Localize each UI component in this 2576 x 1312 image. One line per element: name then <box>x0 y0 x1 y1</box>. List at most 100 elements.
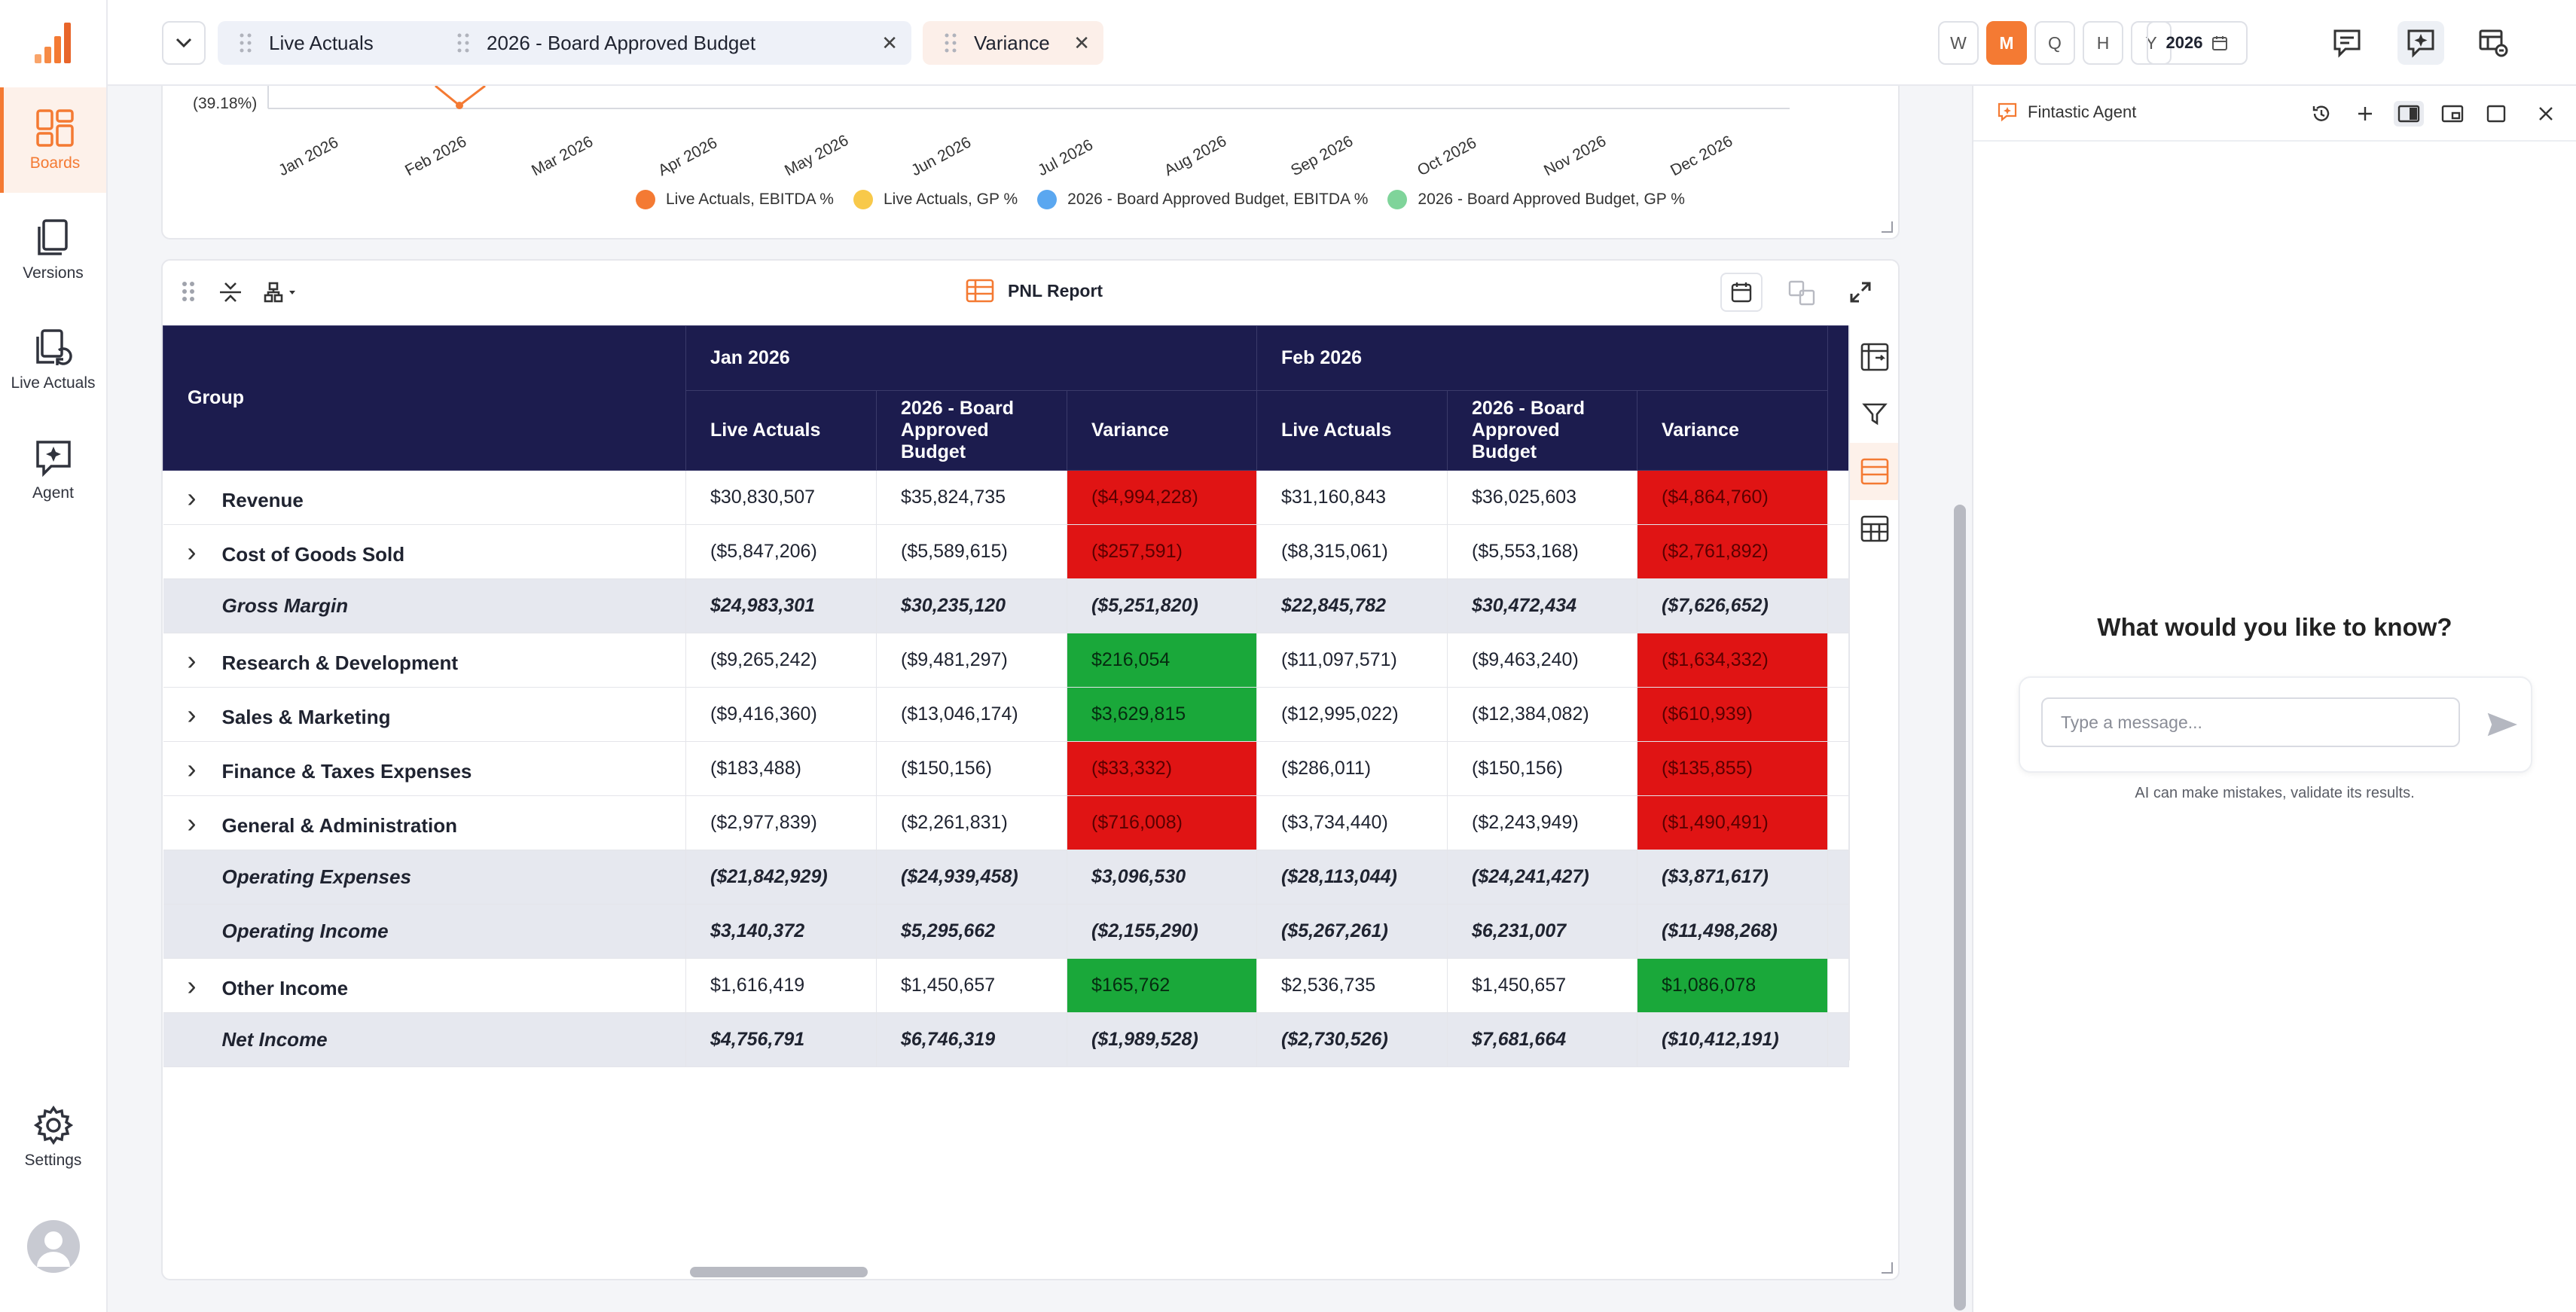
value-cell[interactable]: ($9,463,240) <box>1447 633 1637 688</box>
vertical-scrollbar[interactable] <box>1954 505 1966 1310</box>
variance-cell[interactable]: ($1,490,491) <box>1637 795 1828 850</box>
table-row[interactable]: › Research & Development ($9,265,242) ($9,4… <box>163 633 1849 688</box>
app-logo-icon[interactable] <box>33 18 75 66</box>
value-cell[interactable]: $24,983,301 <box>685 578 877 633</box>
nav-item-settings[interactable]: Settings <box>0 1085 106 1190</box>
close-agent-button[interactable] <box>2531 101 2561 127</box>
col-header-budget[interactable]: 2026 - Board Approved Budget <box>876 390 1067 471</box>
table-row[interactable]: › Other Income $1,616,419 $1,450,657 $165,76… <box>163 958 1849 1013</box>
variance-cell[interactable]: ($4,864,760) <box>1637 470 1828 525</box>
value-cell[interactable]: ($286,011) <box>1256 741 1448 796</box>
chevron-right-icon[interactable]: › <box>187 752 197 784</box>
variance-cell[interactable]: ($610,939) <box>1637 687 1828 742</box>
variance-cell[interactable]: ($2,155,290) <box>1067 904 1257 959</box>
scenario-dropdown-button[interactable] <box>162 21 206 65</box>
variance-cell[interactable]: ($2,761,892) <box>1637 524 1828 579</box>
send-button[interactable] <box>2486 708 2519 741</box>
value-cell[interactable]: $36,025,603 <box>1447 470 1637 525</box>
nav-item-boards[interactable]: Boards <box>0 87 106 193</box>
variance-cell[interactable]: ($716,008) <box>1067 795 1257 850</box>
resize-handle-icon[interactable] <box>1879 1259 1894 1274</box>
agent-toggle-button[interactable] <box>2397 21 2444 65</box>
variance-cell[interactable]: ($1,989,528) <box>1067 1012 1257 1067</box>
chevron-right-icon[interactable]: › <box>187 644 197 676</box>
columns-view-button[interactable] <box>1850 500 1898 557</box>
drag-handle-icon[interactable] <box>944 32 957 53</box>
row-group-cell[interactable]: › Other Income <box>163 958 686 1013</box>
table-row[interactable]: Operating Expenses ($21,842,929) ($24,939,… <box>163 850 1849 905</box>
col-header-budget[interactable]: 2026 - Board Approved Budget <box>1447 390 1637 471</box>
variance-cell[interactable]: $3,096,530 <box>1067 850 1257 905</box>
value-cell[interactable]: ($8,315,061) <box>1256 524 1448 579</box>
value-cell[interactable]: $7,681,664 <box>1447 1012 1637 1067</box>
table-row[interactable]: › Finance & Taxes Expenses ($183,488) ($150… <box>163 741 1849 796</box>
variance-cell[interactable]: ($135,855) <box>1637 741 1828 796</box>
variance-cell[interactable]: $165,762 <box>1067 958 1257 1013</box>
drag-handle-icon[interactable] <box>456 32 470 53</box>
chevron-right-icon[interactable]: › <box>187 481 197 513</box>
value-cell[interactable]: $30,235,120 <box>876 578 1067 633</box>
close-icon[interactable]: ✕ <box>1073 31 1090 54</box>
value-cell[interactable]: ($12,384,082) <box>1447 687 1637 742</box>
value-cell[interactable]: ($183,488) <box>685 741 877 796</box>
history-button[interactable] <box>2306 101 2336 127</box>
variance-cell[interactable]: ($7,626,652) <box>1637 578 1828 633</box>
table-row[interactable]: › Revenue $30,830,507 $35,824,735 ($4,994,22… <box>163 470 1849 525</box>
value-cell[interactable]: ($24,939,458) <box>876 850 1067 905</box>
variance-cell[interactable]: $216,054 <box>1067 633 1257 688</box>
hierarchy-dropdown-icon[interactable] <box>264 282 298 303</box>
filter-button[interactable] <box>1850 386 1898 443</box>
table-row[interactable]: › General & Administration ($2,977,839) ($2… <box>163 795 1849 850</box>
resize-handle-icon[interactable] <box>1879 218 1894 233</box>
col-header-live-actuals[interactable]: Live Actuals <box>1256 390 1448 471</box>
legend-item[interactable]: Live Actuals, EBITDA % <box>636 190 834 209</box>
horizontal-scrollbar[interactable] <box>690 1267 868 1277</box>
value-cell[interactable]: $22,845,782 <box>1256 578 1448 633</box>
row-group-cell[interactable]: › Sales & Marketing <box>163 687 686 742</box>
row-group-cell[interactable]: › General & Administration <box>163 795 686 850</box>
variance-cell[interactable]: ($1,634,332) <box>1637 633 1828 688</box>
user-avatar[interactable] <box>27 1220 80 1273</box>
value-cell[interactable]: $1,616,419 <box>685 958 877 1013</box>
value-cell[interactable]: ($2,243,949) <box>1447 795 1637 850</box>
message-input[interactable] <box>2041 697 2460 747</box>
ebitda-point[interactable] <box>456 102 463 109</box>
legend-item[interactable]: 2026 - Board Approved Budget, EBITDA % <box>1037 190 1368 209</box>
value-cell[interactable]: $3,140,372 <box>685 904 877 959</box>
chevron-right-icon[interactable]: › <box>187 535 197 567</box>
scenario-chip-budget[interactable]: 2026 - Board Approved Budget ✕ <box>435 21 911 65</box>
legend-item[interactable]: Live Actuals, GP % <box>853 190 1018 209</box>
row-group-cell[interactable]: › Cost of Goods Sold <box>163 524 686 579</box>
col-header-variance[interactable]: Variance <box>1067 390 1257 471</box>
value-cell[interactable]: ($24,241,427) <box>1447 850 1637 905</box>
drag-handle-icon[interactable] <box>181 280 196 303</box>
value-cell[interactable]: ($28,113,044) <box>1256 850 1448 905</box>
legend-item[interactable]: 2026 - Board Approved Budget, GP % <box>1387 190 1685 209</box>
date-range-button[interactable] <box>1720 273 1763 312</box>
reports-settings-button[interactable] <box>2470 21 2516 65</box>
variance-cell[interactable]: ($11,498,268) <box>1637 904 1828 959</box>
col-header-variance[interactable]: Variance <box>1637 390 1828 471</box>
table-row[interactable]: Operating Income $3,140,372 $5,295,662 ($2,… <box>163 904 1849 959</box>
variance-cell[interactable]: ($3,871,617) <box>1637 850 1828 905</box>
value-cell[interactable]: ($2,977,839) <box>685 795 877 850</box>
scenario-chip-variance[interactable]: Variance ✕ <box>923 21 1103 65</box>
maximize-button[interactable] <box>2481 101 2511 127</box>
value-cell[interactable]: ($2,730,526) <box>1256 1012 1448 1067</box>
variance-cell[interactable]: $1,086,078 <box>1637 958 1828 1013</box>
row-group-cell[interactable]: › Finance & Taxes Expenses <box>163 741 686 796</box>
nav-item-live-actuals[interactable]: Live Actuals <box>0 307 106 413</box>
value-cell[interactable]: $6,231,007 <box>1447 904 1637 959</box>
group-column-header[interactable]: Group <box>163 325 686 471</box>
value-cell[interactable]: ($150,156) <box>876 741 1067 796</box>
value-cell[interactable]: ($5,553,168) <box>1447 524 1637 579</box>
col-header-live-actuals[interactable]: Live Actuals <box>685 390 877 471</box>
table-row[interactable]: Gross Margin $24,983,301 $30,235,120 ($5,25… <box>163 578 1849 633</box>
variance-cell[interactable]: $3,629,815 <box>1067 687 1257 742</box>
variance-cell[interactable]: ($10,412,191) <box>1637 1012 1828 1067</box>
value-cell[interactable]: $31,160,843 <box>1256 470 1448 525</box>
value-cell[interactable]: ($21,842,929) <box>685 850 877 905</box>
value-cell[interactable]: $5,295,662 <box>876 904 1067 959</box>
float-window-button[interactable] <box>2437 101 2468 127</box>
value-cell[interactable]: ($2,261,831) <box>876 795 1067 850</box>
